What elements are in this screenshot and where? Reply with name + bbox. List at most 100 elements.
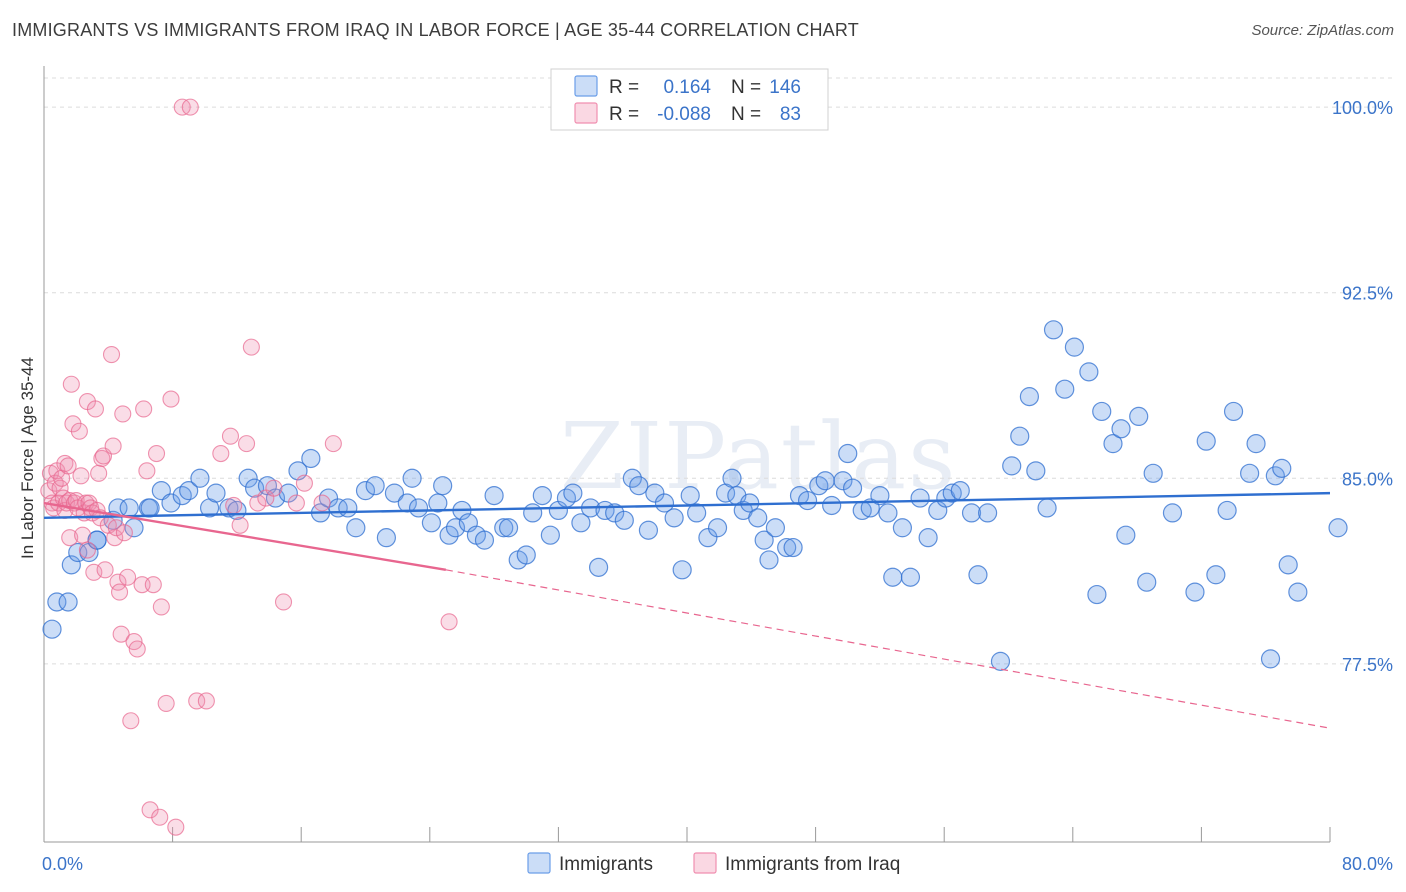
immigrants-point: [1010, 426, 1030, 446]
immigrants-point: [238, 468, 258, 488]
immigrants-point: [748, 508, 768, 528]
immigrants-point: [1092, 401, 1112, 422]
immigrants-point: [571, 513, 591, 533]
chart-source: Source: ZipAtlas.com: [1251, 22, 1394, 39]
immigrants-point: [421, 513, 442, 533]
watermark-text: ZIPatlas: [560, 403, 957, 510]
legend-r-label: R =: [609, 104, 639, 125]
y-tick-labels: 77.5% 85.0% 92.5% 100.0%: [1332, 98, 1393, 675]
iraq-point: [287, 494, 305, 512]
immigrants-point: [346, 518, 366, 538]
immigrants-point: [605, 503, 625, 523]
immigrants-point: [1328, 518, 1348, 538]
immigrants-point: [161, 493, 181, 513]
y-tick-label: 92.5%: [1342, 284, 1393, 304]
iraq-point: [162, 390, 180, 408]
iraq-point: [61, 529, 79, 547]
x-tick-label-max: 80.0%: [1342, 854, 1393, 874]
immigrants-point: [1185, 582, 1205, 602]
immigrants-point: [942, 483, 962, 503]
immigrants-point: [1079, 362, 1099, 382]
legend-item-iraq[interactable]: Immigrants from Iraq: [693, 852, 900, 875]
immigrants-point: [629, 476, 649, 496]
immigrants-point: [1116, 525, 1136, 545]
immigrants-point: [523, 503, 543, 523]
iraq-point: [72, 467, 90, 485]
iraq-point: [147, 444, 166, 463]
axes: [43, 66, 1331, 843]
iraq-point: [62, 375, 80, 393]
iraq-point: [138, 462, 156, 480]
iraq-point: [111, 583, 129, 601]
immigrants-point: [402, 468, 422, 488]
iraq-point: [313, 494, 331, 512]
iraq-point: [115, 524, 133, 542]
iraq-point: [85, 563, 103, 581]
immigrants-point: [588, 557, 609, 577]
iraq-point: [152, 598, 170, 616]
immigrants-point: [119, 498, 139, 518]
immigrants-point: [961, 503, 982, 523]
iraq-point: [78, 541, 96, 559]
immigrants-point: [190, 468, 210, 488]
legend-n-label: N =: [731, 77, 761, 98]
iraq-point: [74, 526, 92, 544]
immigrants-point: [433, 476, 453, 496]
legend-swatch-iraq: [574, 102, 598, 124]
immigrants-point: [900, 567, 921, 587]
immigrants-point: [754, 530, 774, 550]
iraq-point: [237, 435, 256, 453]
iraq-point: [167, 818, 185, 836]
iraq-point: [102, 346, 121, 364]
immigrants-point: [301, 448, 321, 469]
correlation-legend: R = 0.164 N = 146 R = -0.088 N = 83: [550, 68, 829, 131]
immigrants-point: [1246, 434, 1266, 454]
immigrants-points: [42, 320, 1348, 671]
immigrants-point: [622, 468, 642, 488]
iraq-point: [135, 400, 153, 418]
x-tick-labels: 0.0% 80.0%: [42, 854, 1393, 874]
iraq-point: [104, 437, 122, 455]
gridlines: [44, 77, 1395, 665]
legend-item-immigrants[interactable]: Immigrants: [527, 852, 653, 875]
iraq-point: [119, 568, 137, 586]
immigrants-point: [1137, 572, 1157, 592]
iraq-point: [86, 400, 104, 418]
series-legend[interactable]: Immigrants Immigrants from Iraq: [527, 852, 900, 875]
iraq-point: [107, 519, 125, 537]
legend-r-value: 0.164: [663, 77, 711, 98]
iraq-point: [231, 516, 249, 534]
iraq-point: [114, 405, 132, 423]
immigrants-point: [783, 537, 803, 558]
iraq-point: [225, 496, 243, 515]
immigrants-point: [842, 478, 863, 498]
immigrants-point: [47, 592, 67, 612]
immigrants-point: [1026, 461, 1046, 481]
immigrants-point: [833, 471, 853, 491]
iraq-points: [40, 98, 458, 836]
iraq-point: [181, 98, 199, 116]
immigrants-point: [1002, 456, 1022, 476]
immigrants-point: [1103, 434, 1123, 454]
immigrants-point: [408, 498, 429, 518]
immigrants-trendline: [43, 491, 1331, 520]
iraq-point: [59, 457, 77, 475]
immigrants-point: [42, 619, 62, 639]
iraq-point: [144, 576, 162, 594]
iraq-point: [242, 338, 260, 356]
immigrants-point: [428, 493, 448, 513]
iraq-point: [440, 613, 458, 631]
immigrants-point: [614, 510, 634, 530]
iraq-point: [265, 479, 283, 497]
immigrants-point: [759, 550, 779, 570]
immigrants-point: [355, 481, 376, 501]
iraq-point: [96, 561, 114, 579]
iraq-point: [197, 692, 215, 710]
immigrants-point: [809, 476, 829, 496]
immigrants-point: [445, 518, 466, 538]
iraq-point: [221, 427, 240, 445]
watermark: ZIPatlas: [560, 403, 957, 510]
chart-title: IMMIGRANTS VS IMMIGRANTS FROM IRAQ IN LA…: [12, 20, 859, 40]
immigrants-point: [1129, 406, 1149, 427]
immigrants-point: [765, 518, 786, 538]
